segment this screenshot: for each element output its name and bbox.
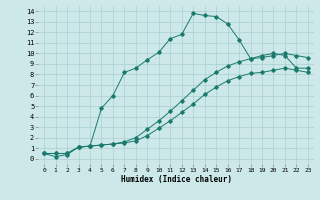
X-axis label: Humidex (Indice chaleur): Humidex (Indice chaleur) xyxy=(121,175,231,184)
